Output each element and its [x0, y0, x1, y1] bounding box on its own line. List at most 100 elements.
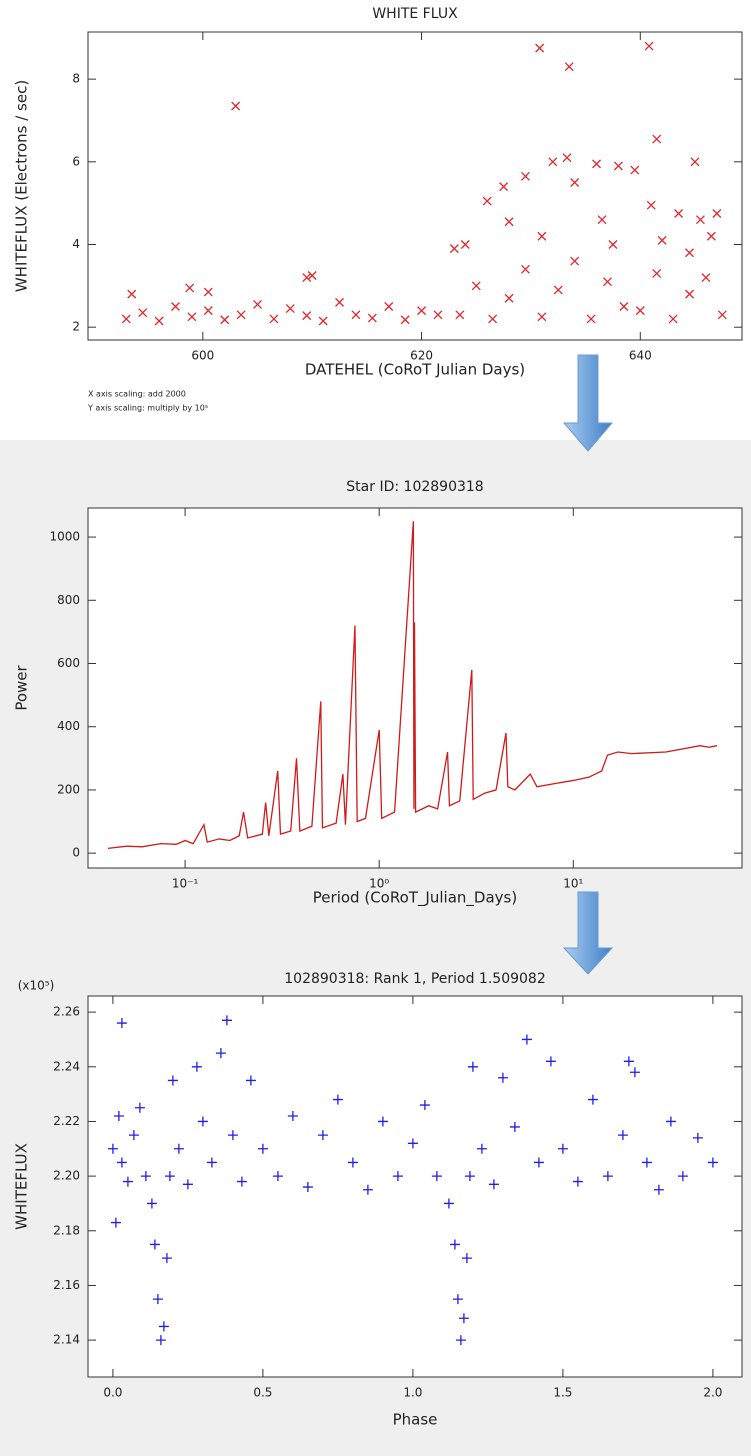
y-tick-label: 800 [57, 593, 80, 607]
x-axis-label: Phase [393, 1411, 438, 1429]
point [158, 1321, 169, 1332]
x-tick-label: 600 [191, 349, 214, 363]
point [231, 101, 241, 111]
x-tick-label: 1.0 [403, 1386, 422, 1400]
point [509, 1121, 520, 1132]
y-tick-label: 2.20 [53, 1169, 80, 1183]
point [407, 1138, 418, 1149]
point [608, 240, 618, 249]
point [644, 41, 654, 51]
y-tick-label: 6 [72, 154, 80, 168]
point [155, 1335, 166, 1346]
point [362, 1184, 373, 1195]
point [471, 281, 481, 291]
point [455, 1335, 466, 1346]
point [113, 1110, 124, 1121]
point [431, 1171, 442, 1182]
arrow [562, 354, 614, 452]
x-axis-label: Period (CoRoT_Julian_Days) [313, 889, 517, 908]
point [533, 1157, 544, 1168]
point [646, 200, 656, 210]
point [236, 310, 246, 320]
point [572, 1176, 583, 1187]
point [564, 62, 574, 72]
point [302, 1182, 313, 1193]
point [586, 314, 596, 324]
point [107, 1143, 118, 1154]
point [245, 1075, 256, 1086]
point [185, 283, 195, 293]
point [173, 1143, 184, 1154]
x-tick-label: 10⁻¹ [172, 877, 199, 891]
point [653, 1184, 664, 1195]
point [707, 1157, 718, 1168]
point [602, 1171, 613, 1182]
x-tick-label: 0.5 [253, 1386, 272, 1400]
point [535, 43, 545, 53]
point [548, 157, 558, 167]
point [635, 306, 645, 316]
chart-title: 102890318: Rank 1, Period 1.509082 [284, 971, 545, 987]
y-tick-label: 0 [72, 846, 80, 860]
point [545, 1056, 556, 1067]
point [592, 159, 602, 169]
x-tick-label: 620 [410, 349, 433, 363]
y-tick-label: 4 [72, 237, 80, 251]
point [623, 1056, 634, 1067]
point [182, 1179, 193, 1190]
point [392, 1171, 403, 1182]
point [652, 268, 662, 278]
y-scale-label: (x10⁵) [18, 979, 55, 993]
point [701, 273, 711, 283]
point [302, 273, 312, 283]
point [351, 310, 361, 320]
point [419, 1100, 430, 1111]
x-tick-label: 1.5 [553, 1386, 572, 1400]
point [677, 1171, 688, 1182]
point [603, 277, 612, 287]
point [197, 1116, 208, 1127]
point [257, 1143, 268, 1154]
point [253, 299, 262, 309]
y-tick-label: 400 [57, 719, 80, 733]
point [167, 1075, 178, 1086]
point [629, 1067, 640, 1078]
annotation: Y axis scaling: multiply by 10⁵ [87, 404, 208, 413]
point [587, 1094, 598, 1105]
plot-frame [87, 31, 743, 341]
point [146, 1198, 157, 1209]
point [685, 248, 694, 258]
point [116, 1157, 127, 1168]
point [203, 287, 213, 297]
point [488, 1179, 499, 1190]
point [476, 1143, 487, 1154]
point [164, 1171, 175, 1182]
point [433, 310, 443, 320]
point [272, 1171, 283, 1182]
point [154, 316, 164, 326]
point [537, 312, 547, 322]
y-tick-label: 2 [72, 320, 80, 334]
point [685, 289, 694, 299]
point [384, 302, 394, 311]
point [619, 302, 629, 311]
point [227, 1130, 238, 1141]
point [449, 1239, 460, 1250]
point [121, 314, 131, 324]
point [452, 1294, 463, 1305]
point [497, 1072, 508, 1083]
x-axis-label: DATEHEL (CoRoT Julian Days) [305, 361, 525, 379]
y-tick-label: 200 [57, 782, 80, 796]
chart-title: WHITE FLUX [372, 6, 458, 22]
point [400, 315, 410, 325]
point [138, 308, 148, 318]
y-tick-label: 2.18 [53, 1223, 80, 1237]
point [520, 264, 530, 274]
point [613, 161, 623, 171]
point [570, 178, 580, 187]
point [557, 1143, 568, 1154]
point [128, 1130, 139, 1141]
point [467, 1061, 478, 1072]
point [287, 1110, 298, 1121]
